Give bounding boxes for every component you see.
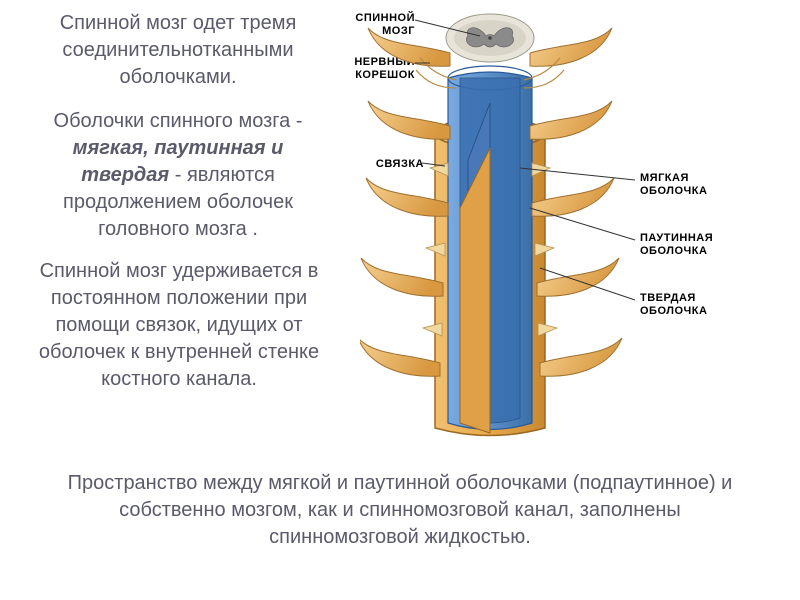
- spinal-cord-diagram: [360, 8, 660, 438]
- p2-text-a: Оболочки спинного мозга -: [54, 110, 303, 132]
- p1-text: Спинной мозг одет тремя соединительнотка…: [60, 12, 297, 88]
- p4-text: Пространство между мягкой и паутинной об…: [68, 472, 733, 548]
- p3-text: Спинной мозг удерживается в постоянном п…: [39, 260, 319, 390]
- paragraph-2: Оболочки спинного мозга - мягкая, паутин…: [28, 108, 328, 243]
- paragraph-1: Спинной мозг одет тремя соединительнотка…: [28, 10, 328, 91]
- paragraph-3: Спинной мозг удерживается в постоянном п…: [14, 258, 344, 393]
- paragraph-4: Пространство между мягкой и паутинной об…: [50, 470, 750, 551]
- diagram-svg: [360, 8, 660, 438]
